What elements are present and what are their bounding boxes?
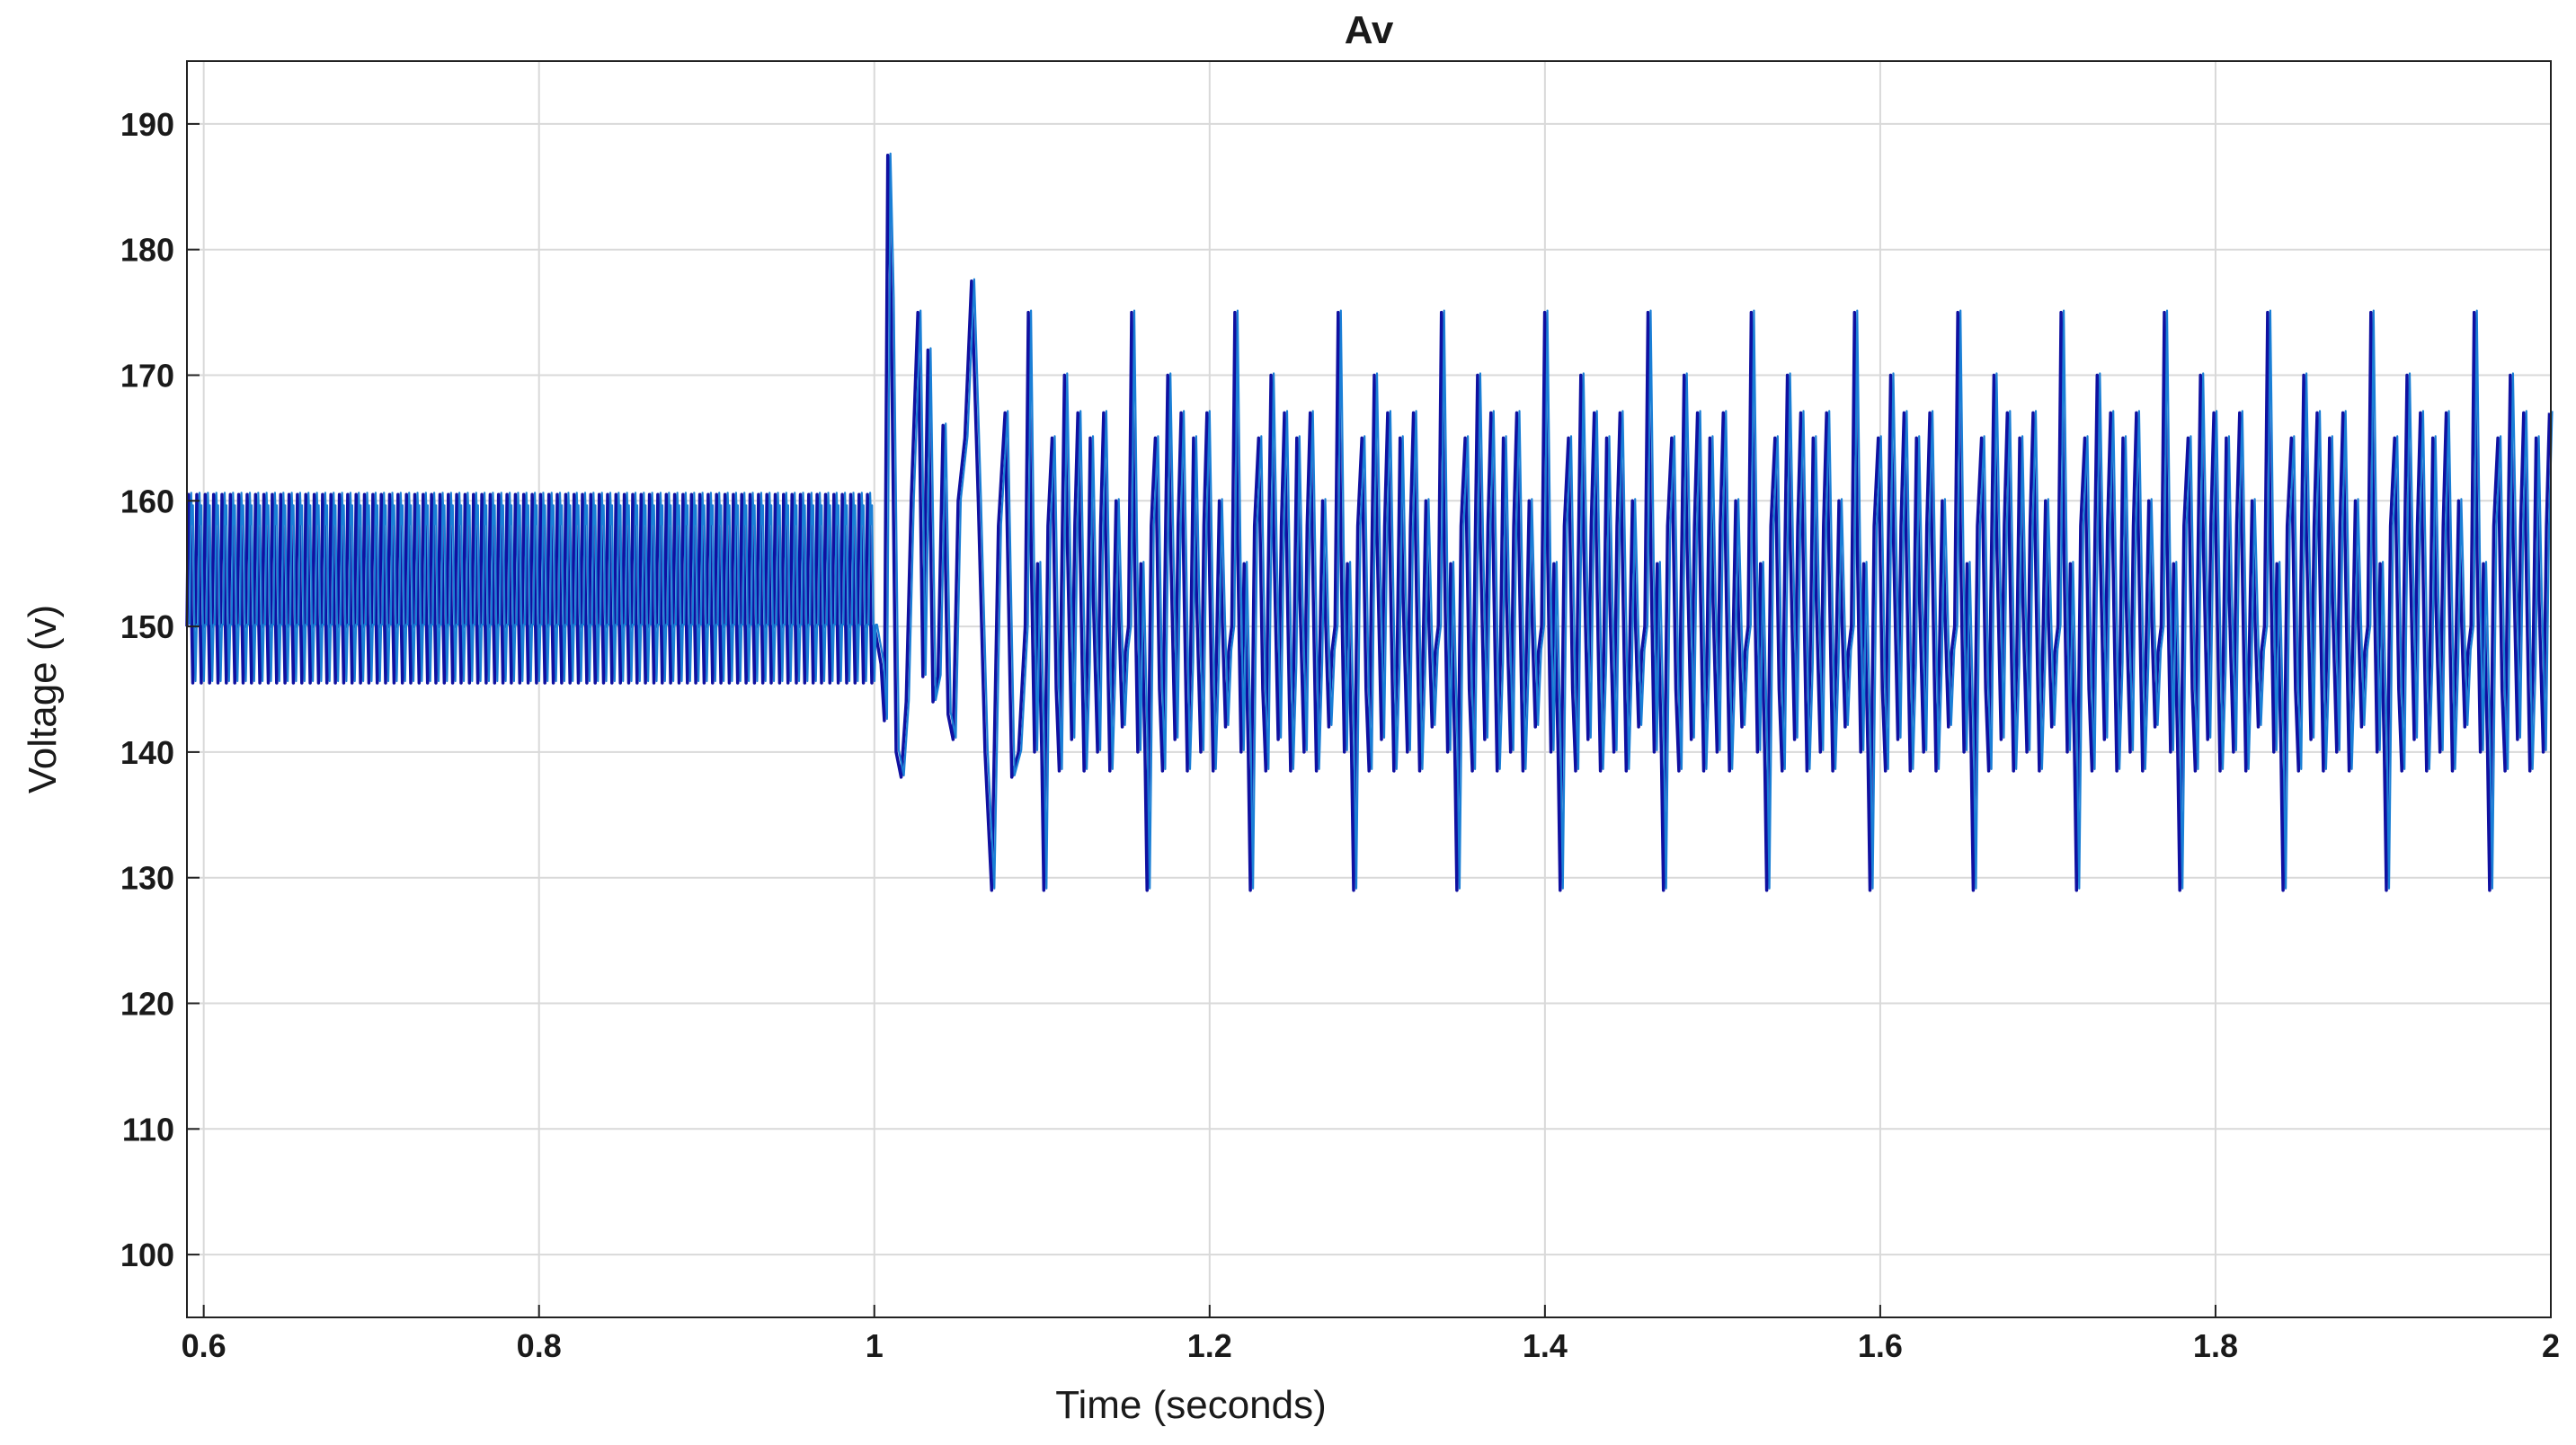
x-tick-label: 0.6	[182, 1327, 227, 1364]
voltage-line-dark	[185, 154, 2552, 892]
voltage-line-light	[188, 152, 2554, 890]
x-tick-label: 1	[866, 1327, 884, 1364]
y-tick-label: 130	[120, 860, 174, 897]
y-tick-label: 100	[120, 1237, 174, 1273]
x-tick-label: 0.8	[517, 1327, 562, 1364]
chart-title: Av	[1345, 8, 1394, 52]
y-axis-label: Voltage (v)	[21, 605, 65, 793]
y-axis-ticks: 100 110 120 130 140 150 160 170 180 190	[120, 106, 200, 1273]
voltage-series-light	[188, 152, 2554, 890]
y-tick-label: 120	[120, 986, 174, 1023]
x-axis-label: Time (seconds)	[1055, 1383, 1327, 1427]
x-tick-label: 1.2	[1187, 1327, 1232, 1364]
y-tick-label: 190	[120, 106, 174, 143]
plot-frame	[186, 60, 2552, 1318]
y-tick-label: 170	[120, 358, 174, 394]
y-tick-label: 160	[120, 483, 174, 519]
x-tick-label: 1.4	[1523, 1327, 1568, 1364]
x-axis-ticks: 0.6 0.8 1 1.2 1.4 1.6 1.8 2	[182, 1305, 2560, 1364]
y-tick-label: 110	[122, 1111, 174, 1148]
x-tick-label: 2	[2542, 1327, 2560, 1364]
y-tick-label: 180	[120, 232, 174, 269]
x-tick-label: 1.6	[1858, 1327, 1903, 1364]
y-tick-label: 150	[120, 608, 174, 645]
y-tick-label: 140	[120, 734, 174, 771]
x-tick-label: 1.8	[2193, 1327, 2238, 1364]
voltage-series-dark	[185, 154, 2552, 892]
